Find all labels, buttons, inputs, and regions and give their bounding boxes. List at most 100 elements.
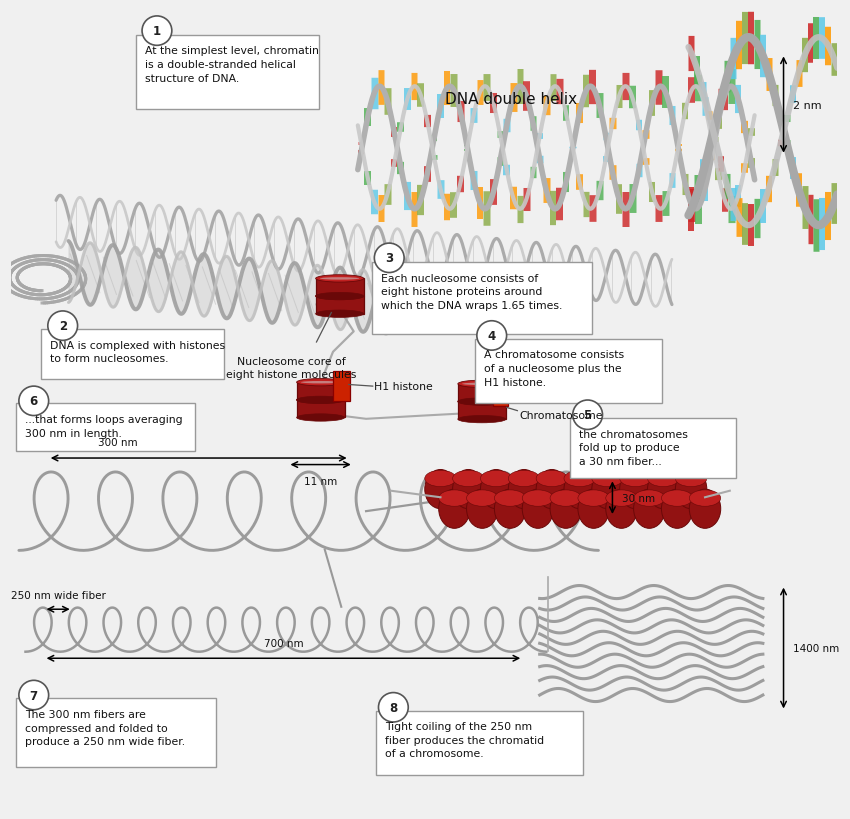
Text: 6: 6 — [30, 395, 38, 408]
FancyBboxPatch shape — [570, 419, 736, 479]
Circle shape — [378, 693, 408, 722]
Ellipse shape — [458, 398, 506, 405]
Text: H1 histone: H1 histone — [374, 382, 434, 391]
Ellipse shape — [564, 471, 595, 487]
Ellipse shape — [315, 293, 364, 301]
Text: 2 nm: 2 nm — [793, 101, 822, 111]
Text: 3: 3 — [385, 252, 394, 265]
Ellipse shape — [508, 471, 540, 487]
Text: The 300 nm fibers are
compressed and folded to
produce a 250 nm wide fiber.: The 300 nm fibers are compressed and fol… — [26, 709, 185, 746]
Text: 8: 8 — [389, 701, 398, 714]
Ellipse shape — [452, 470, 484, 509]
Ellipse shape — [536, 471, 568, 487]
Ellipse shape — [648, 470, 679, 509]
Ellipse shape — [620, 470, 651, 509]
Circle shape — [19, 387, 48, 416]
Text: 2: 2 — [59, 319, 67, 333]
Ellipse shape — [458, 398, 506, 405]
Circle shape — [142, 17, 172, 47]
Ellipse shape — [564, 470, 595, 509]
FancyBboxPatch shape — [458, 402, 506, 419]
Ellipse shape — [550, 491, 581, 507]
Text: 300 nm: 300 nm — [99, 438, 138, 448]
Text: DNA is complexed with histones
to form nucleosomes.: DNA is complexed with histones to form n… — [50, 340, 225, 364]
FancyBboxPatch shape — [458, 384, 506, 402]
Text: 4: 4 — [488, 329, 496, 342]
Ellipse shape — [301, 382, 340, 384]
Ellipse shape — [592, 471, 623, 487]
FancyBboxPatch shape — [315, 279, 364, 296]
FancyBboxPatch shape — [376, 711, 583, 775]
Ellipse shape — [480, 471, 512, 487]
Text: 250 nm wide fiber: 250 nm wide fiber — [11, 590, 106, 600]
Ellipse shape — [522, 490, 553, 529]
Ellipse shape — [536, 470, 568, 509]
Text: Each nucleosome consists of
eight histone proteins around
which the DNA wraps 1.: Each nucleosome consists of eight histon… — [381, 274, 563, 310]
FancyBboxPatch shape — [297, 382, 344, 400]
Text: 7: 7 — [30, 689, 38, 702]
Text: DNA double helix: DNA double helix — [445, 92, 577, 106]
Ellipse shape — [550, 490, 581, 529]
Ellipse shape — [633, 491, 665, 507]
FancyBboxPatch shape — [297, 400, 344, 418]
Ellipse shape — [661, 491, 693, 507]
FancyBboxPatch shape — [493, 378, 508, 406]
Ellipse shape — [495, 490, 526, 529]
Circle shape — [374, 244, 404, 274]
Ellipse shape — [620, 471, 651, 487]
Ellipse shape — [320, 278, 360, 280]
Ellipse shape — [301, 399, 340, 401]
Ellipse shape — [689, 490, 721, 529]
Ellipse shape — [462, 383, 502, 386]
Ellipse shape — [606, 490, 638, 529]
Ellipse shape — [522, 491, 553, 507]
Text: 700 nm: 700 nm — [264, 639, 303, 649]
Ellipse shape — [508, 470, 540, 509]
Text: the chromatosomes
fold up to produce
a 30 nm fiber...: the chromatosomes fold up to produce a 3… — [580, 429, 688, 466]
Text: ...that forms loops averaging
300 nm in length.: ...that forms loops averaging 300 nm in … — [26, 414, 183, 438]
FancyBboxPatch shape — [333, 371, 349, 401]
Ellipse shape — [578, 491, 609, 507]
Ellipse shape — [462, 400, 502, 403]
Ellipse shape — [480, 470, 512, 509]
Ellipse shape — [315, 310, 364, 318]
Ellipse shape — [458, 381, 506, 388]
Text: 1400 nm: 1400 nm — [793, 643, 840, 654]
FancyBboxPatch shape — [475, 339, 662, 404]
Ellipse shape — [592, 470, 623, 509]
Ellipse shape — [633, 490, 665, 529]
Text: 5: 5 — [583, 409, 592, 422]
Text: At the simplest level, chromatin
is a double-stranded helical
structure of DNA.: At the simplest level, chromatin is a do… — [145, 47, 320, 84]
Ellipse shape — [467, 491, 498, 507]
Ellipse shape — [315, 293, 364, 301]
Ellipse shape — [467, 490, 498, 529]
Ellipse shape — [676, 471, 707, 487]
Ellipse shape — [425, 470, 456, 509]
FancyBboxPatch shape — [16, 404, 195, 451]
Text: 11 nm: 11 nm — [304, 477, 337, 486]
Ellipse shape — [495, 491, 526, 507]
Circle shape — [48, 311, 77, 341]
FancyBboxPatch shape — [136, 36, 319, 110]
Ellipse shape — [297, 414, 344, 422]
Text: Nucleosome core of
eight histone molecules: Nucleosome core of eight histone molecul… — [226, 356, 357, 380]
Circle shape — [573, 400, 603, 430]
Ellipse shape — [676, 470, 707, 509]
FancyBboxPatch shape — [16, 699, 216, 767]
Ellipse shape — [452, 471, 484, 487]
Ellipse shape — [439, 490, 470, 529]
Ellipse shape — [458, 416, 506, 423]
Ellipse shape — [439, 491, 470, 507]
Ellipse shape — [661, 490, 693, 529]
Text: 30 nm: 30 nm — [622, 493, 655, 503]
Ellipse shape — [297, 396, 344, 404]
Text: A chromatosome consists
of a nucleosome plus the
H1 histone.: A chromatosome consists of a nucleosome … — [484, 350, 625, 387]
Ellipse shape — [297, 396, 344, 404]
Ellipse shape — [606, 491, 638, 507]
Ellipse shape — [648, 471, 679, 487]
Text: Chromatosome: Chromatosome — [519, 410, 603, 420]
Ellipse shape — [578, 490, 609, 529]
Text: 1: 1 — [153, 25, 161, 38]
Ellipse shape — [297, 379, 344, 387]
Text: Tight coiling of the 250 nm
fiber produces the chromatid
of a chromosome.: Tight coiling of the 250 nm fiber produc… — [385, 722, 544, 758]
